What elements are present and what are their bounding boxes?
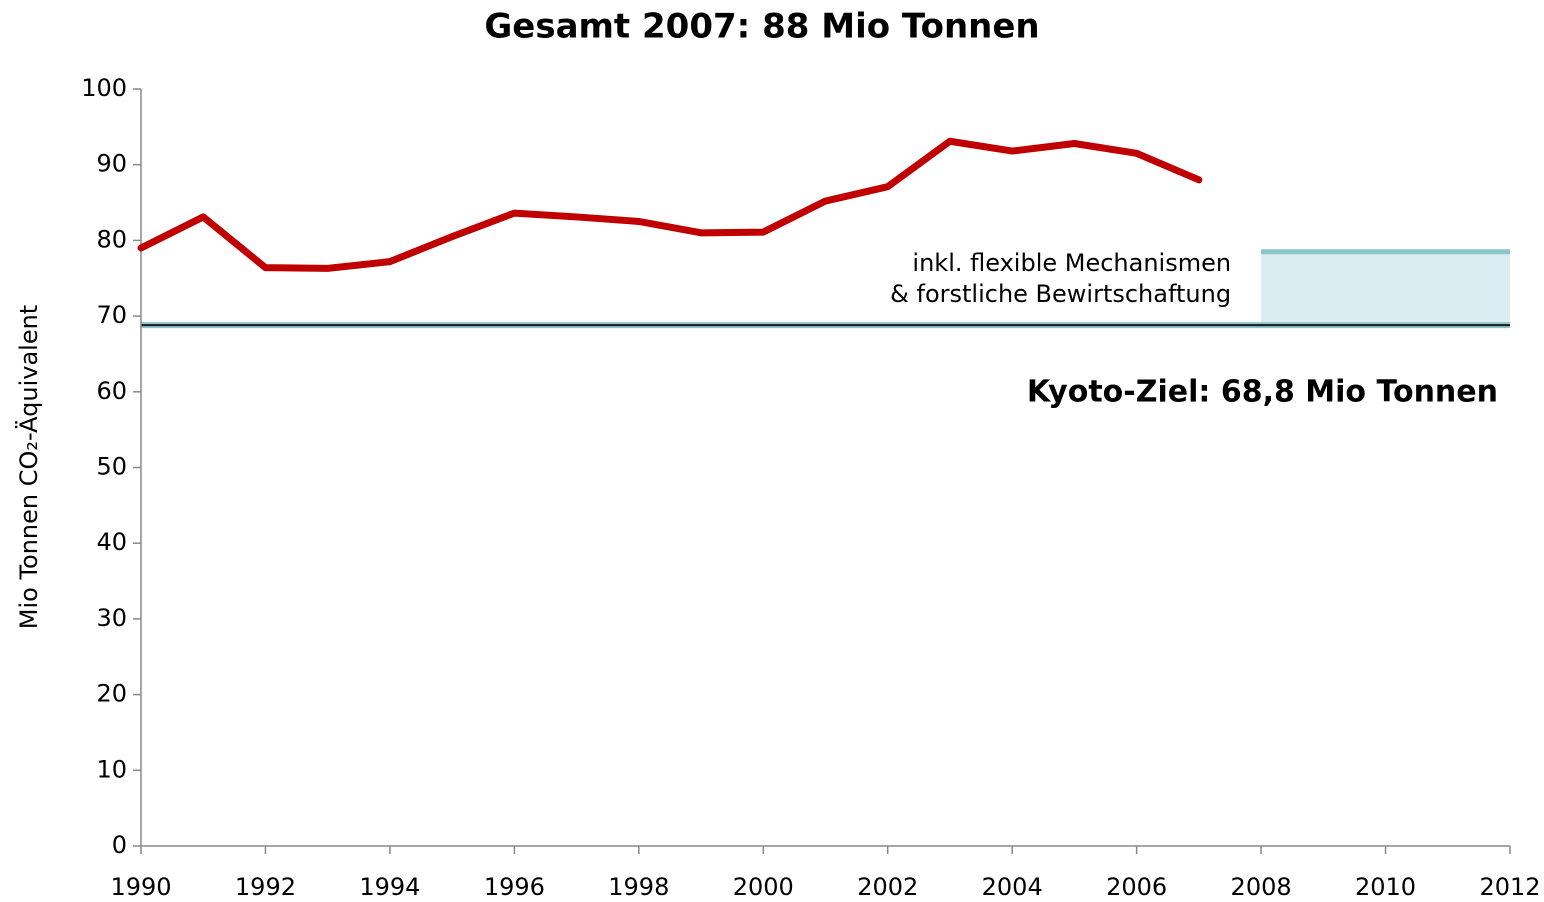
x-tick-label: 1990: [110, 873, 171, 901]
y-tick-label: 40: [96, 528, 127, 556]
data-line: [137, 137, 1203, 272]
x-tick-label: 1994: [359, 873, 420, 901]
y-tick-label: 30: [96, 604, 127, 632]
target-band: [1261, 251, 1510, 326]
x-tick-label: 2004: [982, 873, 1043, 901]
y-tick-label: 70: [96, 301, 127, 329]
y-tick-label: 90: [96, 150, 127, 178]
y-tick-label: 10: [96, 755, 127, 783]
y-tick-label: 0: [112, 831, 127, 859]
x-tick-label: 2008: [1231, 873, 1292, 901]
x-tick-label: 2006: [1106, 873, 1167, 901]
x-tick-label: 2012: [1479, 873, 1540, 901]
y-tick-label: 50: [96, 453, 127, 481]
y-tick-label: 100: [81, 74, 127, 102]
chart-title: Gesamt 2007: 88 Mio Tonnen: [484, 7, 1039, 47]
x-tick-label: 2002: [857, 873, 918, 901]
x-tick-label: 1992: [235, 873, 296, 901]
x-tick-label: 1998: [608, 873, 669, 901]
y-tick-label: 80: [96, 225, 127, 253]
x-tick-label: 2000: [733, 873, 794, 901]
x-tick-label: 1996: [484, 873, 545, 901]
y-tick-label: 60: [96, 377, 127, 405]
y-axis-label: Mio Tonnen CO₂-Äquivalent: [14, 305, 43, 629]
band-label: inkl. flexible Mechanismen: [912, 249, 1231, 277]
reference-label: Kyoto-Ziel: 68,8 Mio Tonnen: [1027, 375, 1498, 410]
x-tick-label: 2010: [1355, 873, 1416, 901]
band-label: & forstliche Bewirtschaftung: [890, 280, 1231, 308]
y-tick-label: 20: [96, 680, 127, 708]
